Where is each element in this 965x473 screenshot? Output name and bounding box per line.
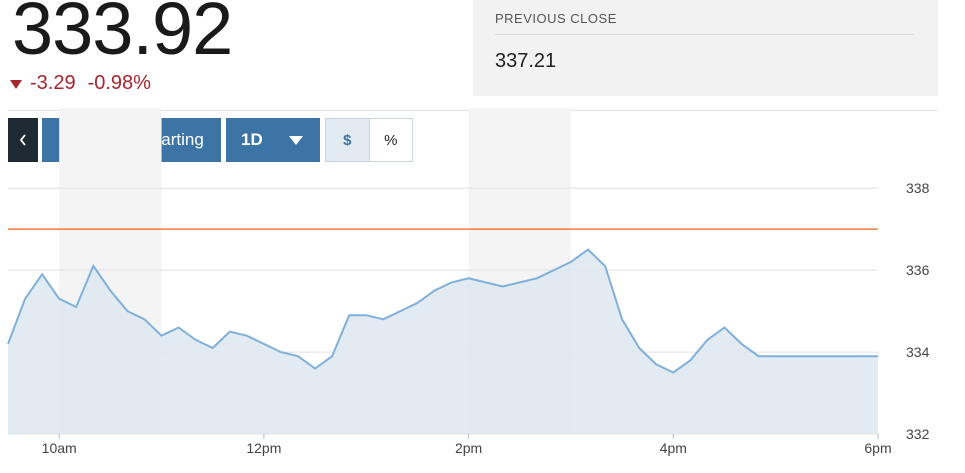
value-mode-toggle: $ % [325, 118, 413, 162]
last-price: 333.92 [12, 0, 233, 70]
previous-close-value: 337.21 [495, 50, 557, 72]
divider [495, 34, 914, 35]
x-tick-label: 6pm [864, 440, 891, 456]
range-label: 1D [241, 130, 263, 149]
y-tick-label: 336 [906, 262, 930, 278]
previous-close-panel: PREVIOUS CLOSE 337.21 [473, 0, 938, 96]
price-area [8, 249, 878, 434]
change-percent: -0.98% [87, 72, 151, 94]
x-tick-label: 10am [42, 440, 77, 456]
caret-down-icon [288, 135, 303, 145]
y-tick-label: 334 [906, 344, 930, 360]
y-tick-label: 332 [906, 426, 930, 442]
x-tick-label: 2pm [455, 440, 482, 456]
previous-close-label: PREVIOUS CLOSE [495, 11, 617, 26]
percent-mode-button[interactable]: % [384, 131, 398, 149]
x-tick-label: 4pm [660, 440, 687, 456]
range-select[interactable]: 1D [226, 118, 320, 162]
triangle-down-icon [10, 80, 22, 89]
price-chart[interactable]: 338 336 334 332 10am 12pm 2pm 4pm 6pm [0, 108, 965, 473]
back-button[interactable] [8, 118, 38, 162]
change-value: -3.29 [30, 72, 76, 94]
y-tick-label: 338 [906, 180, 930, 196]
price-line [7, 248, 878, 374]
dollar-mode-button[interactable]: $ [326, 119, 370, 161]
x-tick-label: 12pm [246, 440, 281, 456]
chevron-left-icon [19, 134, 26, 146]
price-change: -3.29 -0.98% [10, 72, 151, 95]
